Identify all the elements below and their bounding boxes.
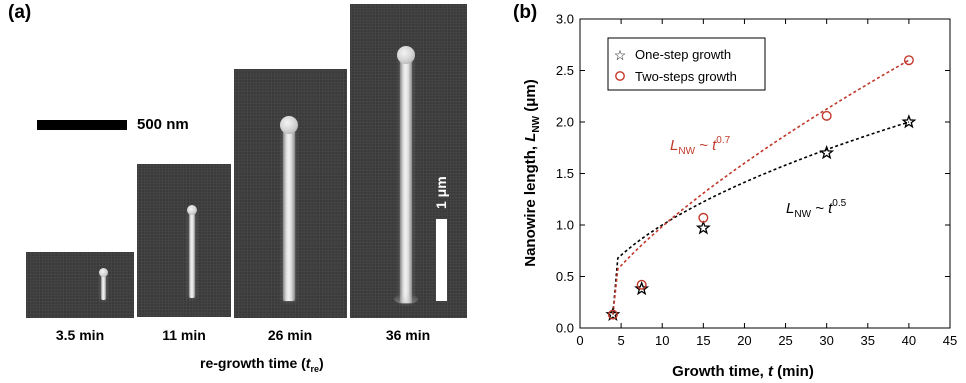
data-point-one-step (819, 145, 835, 160)
scale-bar-500nm (37, 120, 127, 130)
y-tick-label: 1.5 (556, 166, 574, 181)
x-tick-label: 30 (819, 333, 833, 348)
data-point-two-steps (903, 55, 914, 66)
x-tick-label: 40 (902, 333, 916, 348)
y-tick-label: 2.0 (556, 115, 574, 130)
x-tick-label: 15 (696, 333, 710, 348)
y-axis-title: Nanowire length, LNW (μm) (522, 79, 542, 267)
sem-image-2 (137, 164, 231, 317)
data-point-two-steps (821, 110, 832, 121)
growth-chart: 0 5 10 15 20 25 30 35 40 450.00.51.01.52.02.53.0 … (522, 12, 957, 381)
x-tick-label: 25 (778, 333, 792, 348)
y-tick-label: 2.5 (556, 63, 574, 78)
x-tick-label: 5 (617, 333, 624, 348)
x-tick-label: 45 (943, 333, 957, 348)
sem-image-1 (26, 252, 134, 318)
scale-bar-1um-label: 1 μm (433, 176, 449, 209)
legend-circle-marker (615, 71, 625, 81)
fit-lines (612, 59, 910, 315)
time-label: 36 min (385, 327, 431, 343)
scale-bar-1um (436, 219, 447, 301)
regrowth-axis-label: re-growth time (tre) (200, 355, 324, 374)
legend-star-marker: ☆ (614, 47, 627, 63)
legend-one-step: One-step growth (635, 47, 731, 62)
annotation-two-steps: LNW ~ t0.7 (670, 135, 731, 157)
x-tick-label: 20 (737, 333, 751, 348)
legend-box (607, 37, 766, 91)
x-axis-title: Growth time, t (min) (672, 363, 814, 380)
data-point-two-steps (636, 279, 647, 290)
data-point-two-steps (698, 212, 709, 223)
data-point-one-step (695, 220, 711, 235)
time-label: 11 min (162, 327, 206, 343)
x-tick-label: 35 (861, 333, 875, 348)
sem-image-4 (350, 4, 467, 318)
legend: ☆ One-step growth Two-steps growth (607, 37, 766, 91)
data-point-two-steps (607, 309, 618, 320)
annotation-one-step: LNW ~ t0.5 (786, 198, 847, 220)
y-tick-label: 3.0 (556, 12, 574, 27)
y-tick-label: 1.0 (556, 218, 574, 233)
time-label: 26 min (267, 327, 313, 343)
scale-bar-500nm-label: 500 nm (137, 116, 189, 133)
x-tick-label: 0 (576, 333, 583, 348)
sem-image-3 (234, 69, 347, 318)
x-tick-label: 10 (655, 333, 669, 348)
markers (605, 55, 917, 321)
fit-line-one-step (612, 121, 910, 315)
data-point-one-step (901, 114, 917, 129)
panel-b-letter: (b) (513, 2, 538, 23)
time-label: 3.5 min (55, 327, 105, 343)
ticks: 0 5 10 15 20 25 30 35 40 45 0.0 0.5 1.0 1.5 2.0 2.5 3.0 (556, 12, 957, 349)
legend-two-steps: Two-steps growth (635, 69, 737, 84)
y-tick-label: 0.5 (556, 269, 574, 284)
y-tick-label: 0.0 (556, 321, 574, 336)
panel-a-letter: (a) (8, 2, 32, 23)
fit-line-two-steps (612, 59, 910, 315)
